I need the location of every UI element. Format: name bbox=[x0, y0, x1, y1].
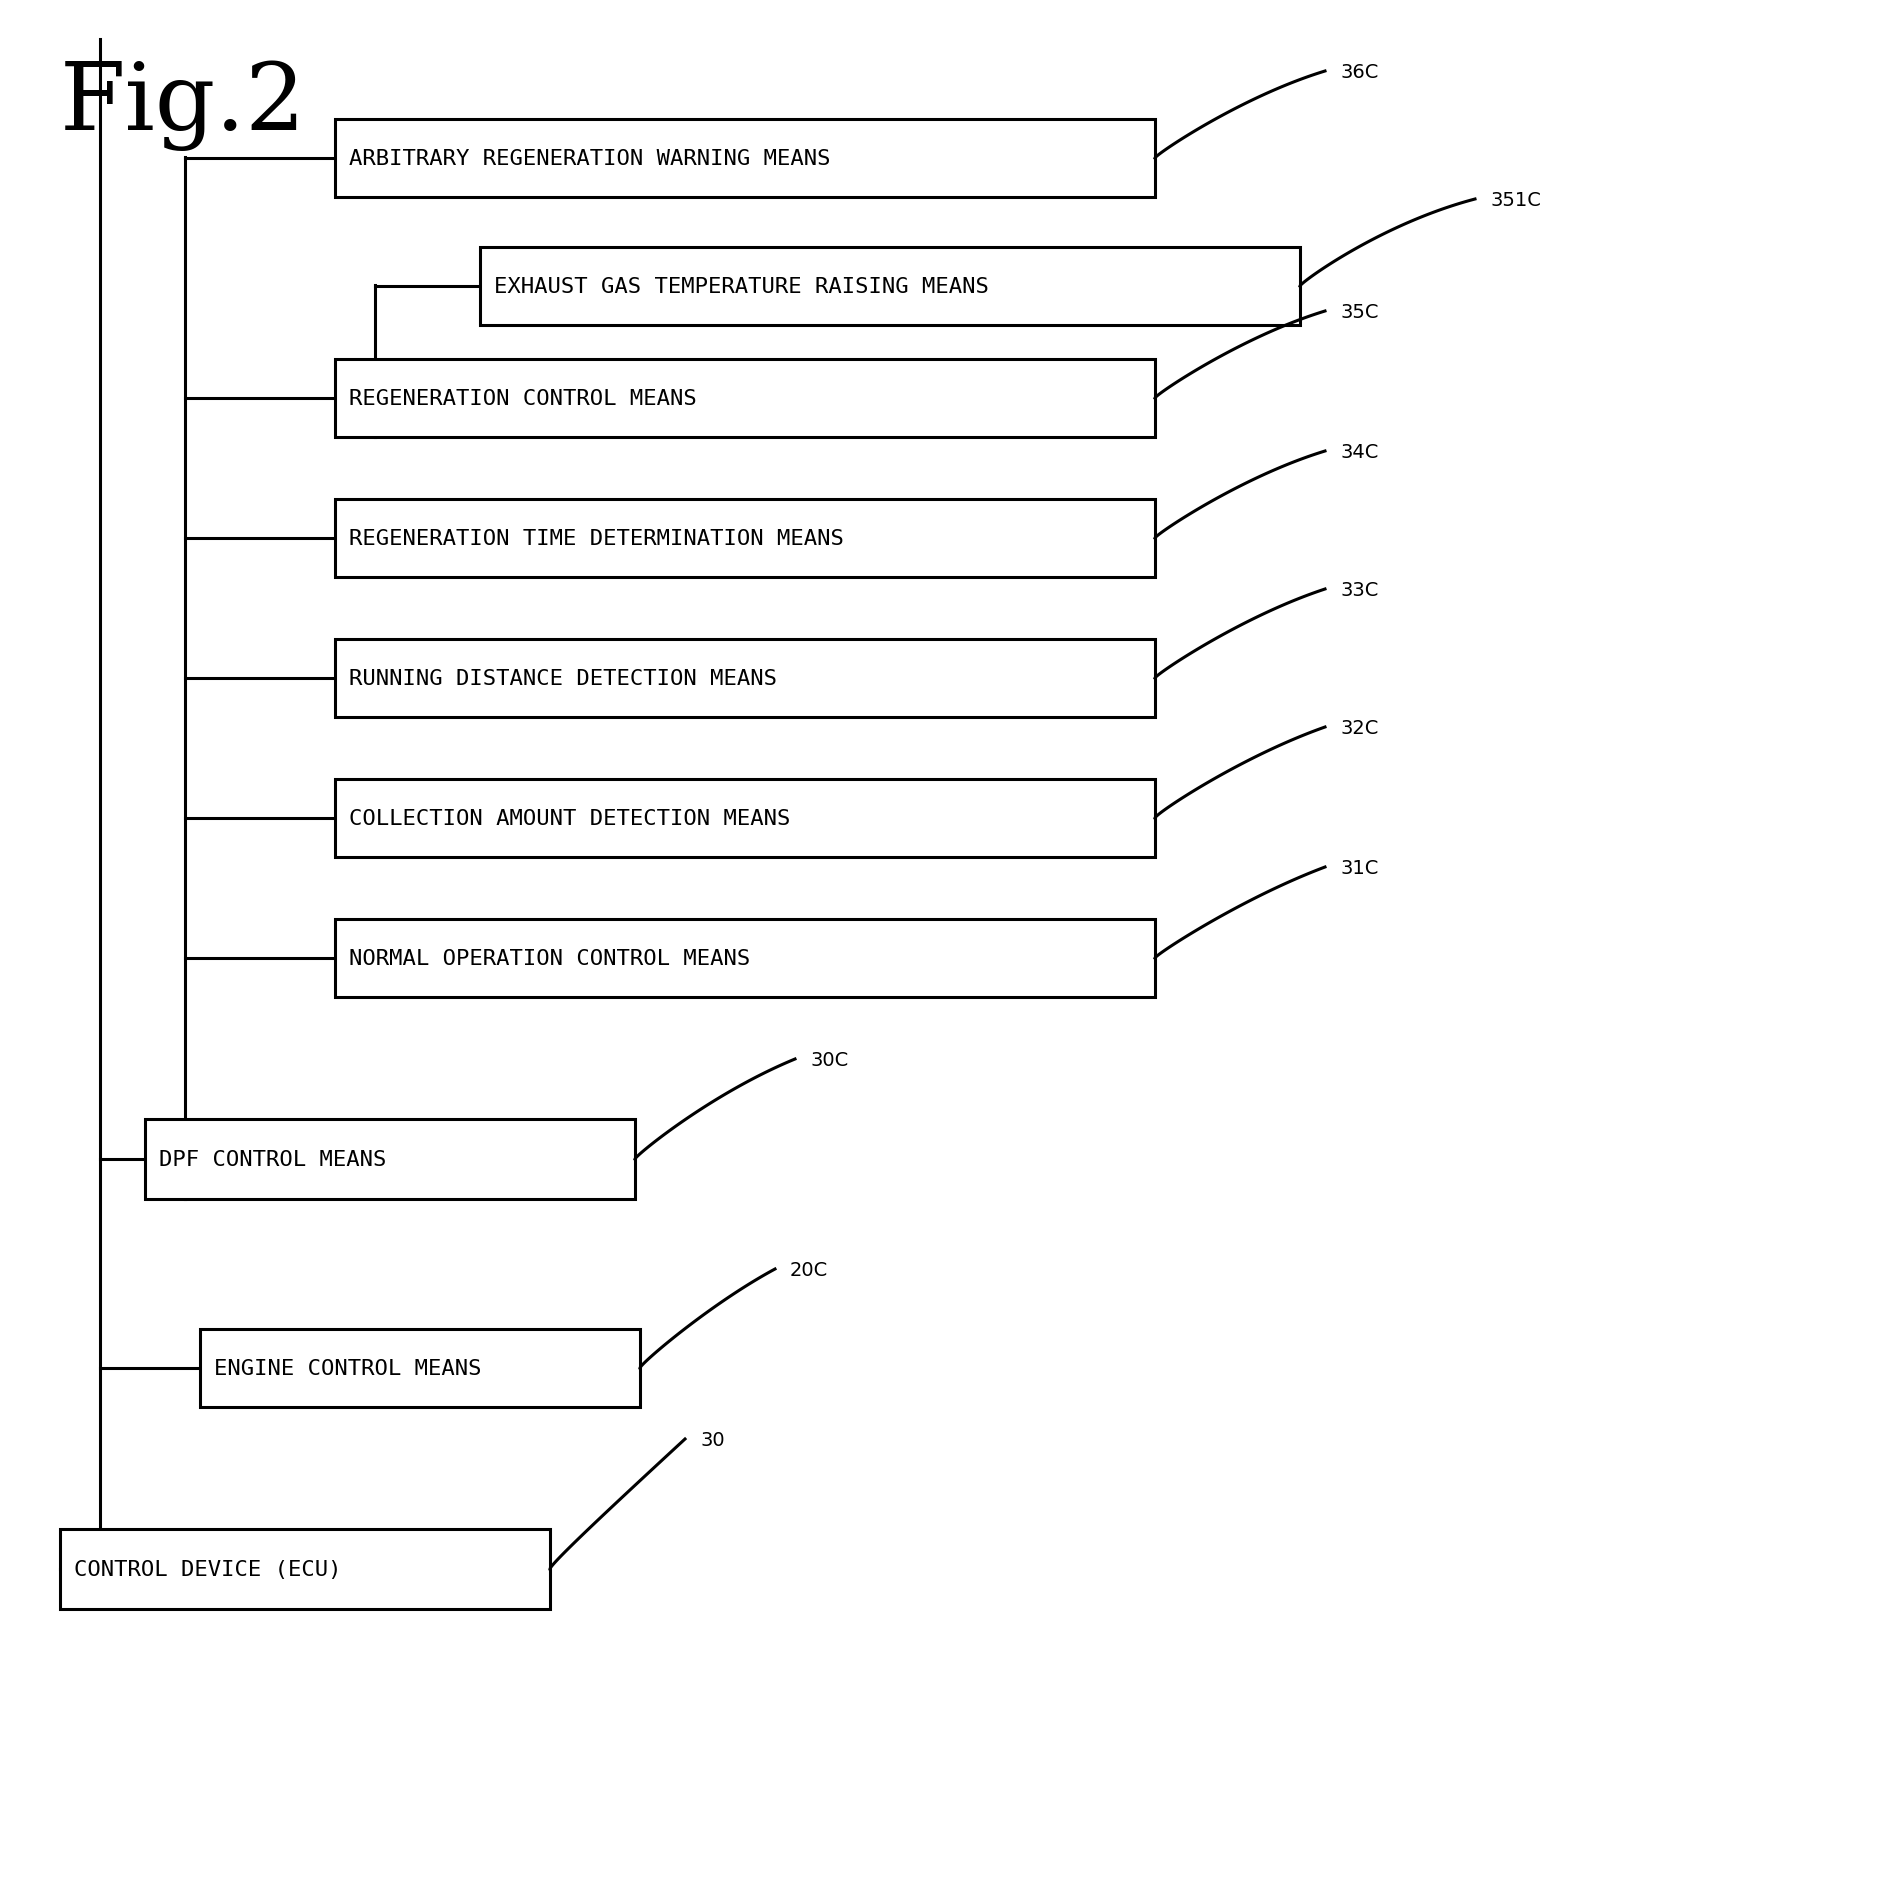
Bar bbox=[336, 500, 1156, 577]
Text: 30C: 30C bbox=[811, 1049, 848, 1070]
Text: REGENERATION TIME DETERMINATION MEANS: REGENERATION TIME DETERMINATION MEANS bbox=[349, 528, 844, 549]
Bar bbox=[200, 1329, 641, 1408]
Bar bbox=[336, 639, 1156, 718]
Bar bbox=[336, 780, 1156, 857]
Text: RUNNING DISTANCE DETECTION MEANS: RUNNING DISTANCE DETECTION MEANS bbox=[349, 669, 777, 688]
Text: 351C: 351C bbox=[1489, 190, 1540, 209]
Text: CONTROL DEVICE (ECU): CONTROL DEVICE (ECU) bbox=[74, 1559, 341, 1579]
Text: EXHAUST GAS TEMPERATURE RAISING MEANS: EXHAUST GAS TEMPERATURE RAISING MEANS bbox=[494, 276, 990, 297]
Text: 36C: 36C bbox=[1340, 62, 1378, 81]
Text: 35C: 35C bbox=[1340, 303, 1378, 321]
Bar bbox=[145, 1119, 635, 1199]
Bar bbox=[336, 120, 1156, 197]
Bar bbox=[336, 919, 1156, 998]
Text: 20C: 20C bbox=[790, 1260, 828, 1278]
Bar bbox=[481, 248, 1301, 325]
Text: COLLECTION AMOUNT DETECTION MEANS: COLLECTION AMOUNT DETECTION MEANS bbox=[349, 808, 790, 829]
Bar bbox=[60, 1528, 550, 1609]
Text: 34C: 34C bbox=[1340, 442, 1378, 461]
Text: NORMAL OPERATION CONTROL MEANS: NORMAL OPERATION CONTROL MEANS bbox=[349, 949, 750, 968]
Text: 33C: 33C bbox=[1340, 581, 1378, 600]
Text: 30: 30 bbox=[699, 1429, 724, 1449]
Bar bbox=[336, 359, 1156, 438]
Text: Fig.2: Fig.2 bbox=[60, 60, 307, 150]
Text: REGENERATION CONTROL MEANS: REGENERATION CONTROL MEANS bbox=[349, 389, 697, 408]
Text: 32C: 32C bbox=[1340, 718, 1378, 737]
Text: 31C: 31C bbox=[1340, 857, 1378, 878]
Text: ENGINE CONTROL MEANS: ENGINE CONTROL MEANS bbox=[215, 1357, 481, 1378]
Text: ARBITRARY REGENERATION WARNING MEANS: ARBITRARY REGENERATION WARNING MEANS bbox=[349, 149, 831, 169]
Text: DPF CONTROL MEANS: DPF CONTROL MEANS bbox=[158, 1149, 386, 1169]
